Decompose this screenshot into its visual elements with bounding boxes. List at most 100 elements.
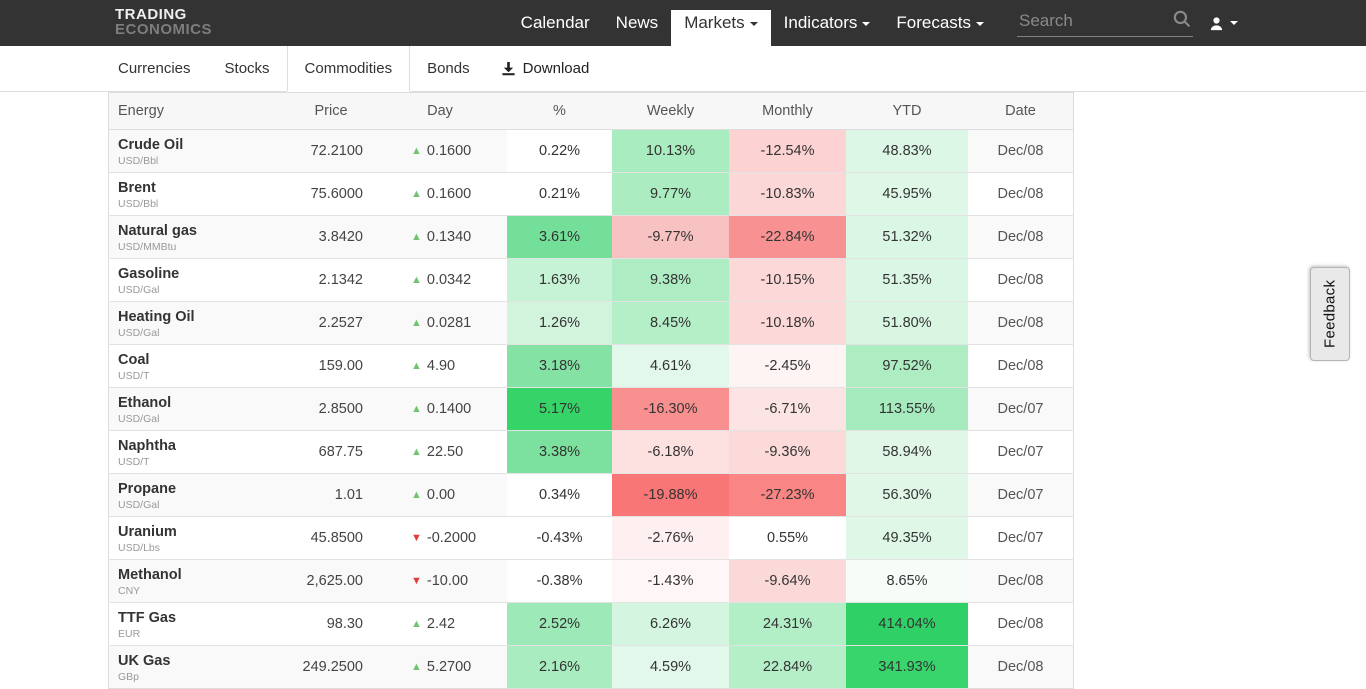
commodity-cell[interactable]: Ethanol USD/Gal (108, 387, 289, 431)
commodity-name[interactable]: Crude Oil (118, 136, 184, 153)
table-header-row: Energy Price Day% Weekly Monthly YTD Date (108, 92, 1074, 130)
price-cell: 45.8500 (289, 516, 373, 560)
date-cell: Dec/08 (968, 559, 1074, 603)
pct-cell: 2.16% (507, 645, 612, 689)
weekly-cell: -19.88% (612, 473, 729, 517)
date-cell: Dec/08 (968, 344, 1074, 388)
commodity-cell[interactable]: Naphtha USD/T (108, 430, 289, 474)
date-cell: Dec/08 (968, 301, 1074, 345)
commodity-name[interactable]: Naphtha (118, 437, 176, 454)
commodity-name[interactable]: Coal (118, 351, 150, 368)
up-triangle-icon: ▲ (411, 145, 422, 157)
brand-logo[interactable]: TRADING ECONOMICS (115, 0, 212, 46)
pct-cell: 2.52% (507, 602, 612, 646)
commodity-name[interactable]: Methanol (118, 566, 182, 583)
monthly-cell: -27.23% (729, 473, 846, 517)
commodity-cell[interactable]: Coal USD/T (108, 344, 289, 388)
pct-cell: 3.38% (507, 430, 612, 474)
commodity-name[interactable]: Natural gas (118, 222, 197, 239)
day-change-cell: ▲ 0.0281 (373, 301, 507, 345)
nav-item-news[interactable]: News (615, 13, 659, 32)
column-header-day[interactable]: Day (373, 92, 507, 130)
commodity-cell[interactable]: Methanol CNY (108, 559, 289, 603)
commodity-unit: USD/Bbl (118, 197, 159, 210)
commodity-name[interactable]: Gasoline (118, 265, 180, 282)
feedback-button[interactable]: Feedback (1310, 267, 1350, 361)
column-header-monthly[interactable]: Monthly (729, 92, 846, 130)
price-cell: 249.2500 (289, 645, 373, 689)
commodity-cell[interactable]: Uranium USD/Lbs (108, 516, 289, 560)
nav-item-calendar[interactable]: Calendar (520, 13, 590, 32)
commodity-name[interactable]: Ethanol (118, 394, 172, 411)
commodity-name[interactable]: Propane (118, 480, 177, 497)
commodity-cell[interactable]: TTF Gas EUR (108, 602, 289, 646)
up-triangle-icon: ▲ (411, 403, 422, 415)
nav-item-markets[interactable]: Markets (671, 0, 772, 46)
date-cell: Dec/08 (968, 129, 1074, 173)
column-header-pct[interactable]: % (507, 92, 612, 130)
commodity-cell[interactable]: UK Gas GBp (108, 645, 289, 689)
commodity-cell[interactable]: Crude Oil USD/Bbl (108, 129, 289, 173)
table-row[interactable]: Gasoline USD/Gal 2.1342 ▲ 0.0342 1.63% 9.38% -1… (108, 258, 1074, 302)
table-row[interactable]: Methanol CNY 2,625.00 ▼ -10.00 -0.38% -1.43% -9… (108, 559, 1074, 603)
commodity-name[interactable]: Brent (118, 179, 156, 196)
price-cell: 3.8420 (289, 215, 373, 259)
pct-cell: 1.26% (507, 301, 612, 345)
column-header-ytd[interactable]: YTD (846, 92, 968, 130)
main-content: Energy Price Day% Weekly Monthly YTD Date Crud… (98, 92, 1268, 689)
down-triangle-icon: ▼ (411, 575, 422, 587)
commodity-cell[interactable]: Brent USD/Bbl (108, 172, 289, 216)
table-row[interactable]: Brent USD/Bbl 75.6000 ▲ 0.1600 0.21% 9.77% -10.… (108, 172, 1074, 216)
commodity-cell[interactable]: Gasoline USD/Gal (108, 258, 289, 302)
commodity-name[interactable]: TTF Gas (118, 609, 177, 626)
date-cell: Dec/08 (968, 602, 1074, 646)
up-triangle-icon: ▲ (411, 188, 422, 200)
table-row[interactable]: Propane USD/Gal 1.01 ▲ 0.00 0.34% -19.88% -27.2… (108, 473, 1074, 517)
monthly-cell: -9.36% (729, 430, 846, 474)
tab-stocks[interactable]: Stocks (224, 60, 270, 77)
price-cell: 1.01 (289, 473, 373, 517)
table-row[interactable]: Ethanol USD/Gal 2.8500 ▲ 0.1400 5.17% -16.30% -… (108, 387, 1074, 431)
commodity-name[interactable]: Uranium (118, 523, 177, 540)
table-row[interactable]: Heating Oil USD/Gal 2.2527 ▲ 0.0281 1.26% 8.45… (108, 301, 1074, 345)
nav-item-forecasts[interactable]: Forecasts (883, 0, 997, 46)
commodity-cell[interactable]: Propane USD/Gal (108, 473, 289, 517)
download-icon (502, 61, 515, 76)
download-button[interactable]: Download (487, 46, 604, 91)
pct-cell: 0.21% (507, 172, 612, 216)
day-change-cell: ▲ 5.2700 (373, 645, 507, 689)
commodity-unit: USD/T (118, 455, 150, 468)
commodity-cell[interactable]: Natural gas USD/MMBtu (108, 215, 289, 259)
commodity-cell[interactable]: Heating Oil USD/Gal (108, 301, 289, 345)
nav-item-indicators[interactable]: Indicators (771, 0, 884, 46)
table-row[interactable]: Uranium USD/Lbs 45.8500 ▼ -0.2000 -0.43% -2.76… (108, 516, 1074, 560)
top-navbar: TRADING ECONOMICS Calendar News Markets Ind… (0, 0, 1366, 51)
table-row[interactable]: Natural gas USD/MMBtu 3.8420 ▲ 0.1340 3.61% -9… (108, 215, 1074, 259)
table-row[interactable]: Crude Oil USD/Bbl 72.2100 ▲ 0.1600 0.22% 10.13… (108, 129, 1074, 173)
column-header-date[interactable]: Date (968, 92, 1074, 130)
commodity-unit: USD/Gal (118, 283, 160, 296)
weekly-cell: -16.30% (612, 387, 729, 431)
table-row[interactable]: UK Gas GBp 249.2500 ▲ 5.2700 2.16% 4.59% 22.84%… (108, 645, 1074, 689)
tab-currencies[interactable]: Currencies (118, 60, 191, 77)
search-input[interactable] (1017, 9, 1193, 37)
tab-bonds[interactable]: Bonds (427, 60, 470, 77)
tab-commodities[interactable]: Commodities (286, 46, 411, 91)
day-change-value: 5.2700 (426, 659, 472, 675)
table-row[interactable]: TTF Gas EUR 98.30 ▲ 2.42 2.52% 6.26% 24.31% 414.… (108, 602, 1074, 646)
commodity-name[interactable]: UK Gas (118, 652, 171, 669)
date-cell: Dec/07 (968, 387, 1074, 431)
user-menu[interactable] (1209, 16, 1238, 31)
column-header-price[interactable]: Price (289, 92, 373, 130)
weekly-cell: -1.43% (612, 559, 729, 603)
commodity-unit: USD/Gal (118, 412, 160, 425)
column-header-energy[interactable]: Energy (108, 92, 289, 130)
column-header-weekly[interactable]: Weekly (612, 92, 729, 130)
commodity-name[interactable]: Heating Oil (118, 308, 195, 325)
monthly-cell: 24.31% (729, 602, 846, 646)
search-icon[interactable] (1173, 10, 1191, 28)
user-icon (1210, 16, 1223, 30)
day-change-value: 2.42 (426, 616, 456, 632)
table-row[interactable]: Coal USD/T 159.00 ▲ 4.90 3.18% 4.61% -2.45% 97.5… (108, 344, 1074, 388)
table-row[interactable]: Naphtha USD/T 687.75 ▲ 22.50 3.38% -6.18% -9.36… (108, 430, 1074, 474)
